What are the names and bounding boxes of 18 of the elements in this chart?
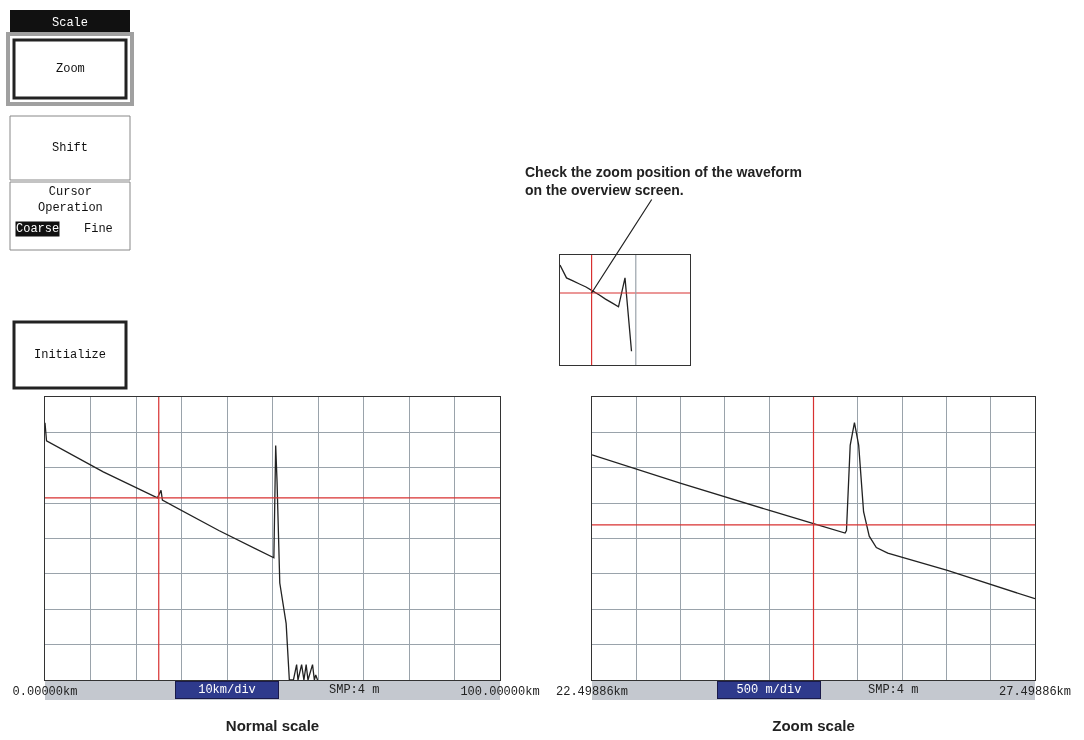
text: SMP:4 m (329, 683, 380, 697)
text: Initialize (34, 348, 107, 362)
chart-title: Check the zoom position of the waveform on the overview screen. (525, 164, 802, 199)
text: Shift (52, 141, 89, 155)
text: 500 m/div (736, 683, 802, 697)
x-tick-label: 100.00000km (460, 685, 540, 700)
x-tick-label: 27.49886km (998, 685, 1072, 700)
x-axis-title: Zoom scale (772, 717, 855, 735)
text: Zoom (56, 62, 85, 76)
x-axis-title: Normal scale (225, 717, 320, 735)
text: 10km/div (198, 683, 256, 697)
text: Cursor Operation (38, 185, 103, 215)
text: Fine (84, 222, 113, 236)
x-tick-label: 22.49886km (555, 685, 629, 700)
x-tick-label: 0.00000km (12, 685, 78, 700)
text: SMP:4 m (868, 683, 919, 697)
text: Scale (52, 16, 89, 30)
text: Coarse (16, 222, 60, 236)
